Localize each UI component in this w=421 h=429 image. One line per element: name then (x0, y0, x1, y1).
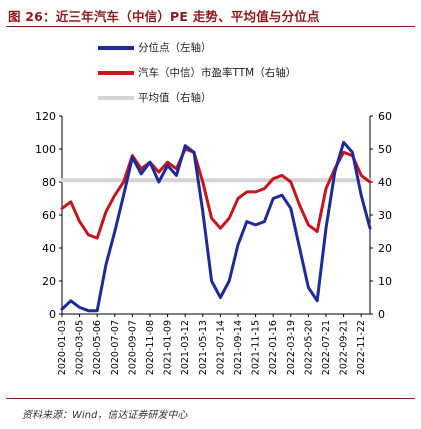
x-axis-tick-label: 2022-05-20 (303, 320, 314, 375)
left-axis-tick-label: 20 (42, 275, 56, 288)
x-axis-tick-label: 2022-01-16 (268, 320, 279, 375)
right-axis-tick-label: 60 (378, 110, 392, 123)
legend-label-avg: 平均值（右轴） (138, 92, 212, 104)
left-axis-tick-label: 100 (35, 143, 56, 156)
x-axis-tick-label: 2021-07-14 (215, 320, 226, 375)
x-axis-tick-label: 2020-03-05 (75, 320, 86, 375)
x-axis-tick-label: 2021-11-15 (251, 320, 262, 375)
left-axis-tick-label: 0 (49, 308, 56, 321)
left-axis-tick-label: 80 (42, 176, 56, 189)
left-axis-tick-label: 40 (42, 242, 56, 255)
left-axis-tick-label: 60 (42, 209, 56, 222)
source-note: 资料来源：Wind，信达证券研发中心 (22, 410, 188, 421)
legend-label-pct: 分位点（左轴） (138, 42, 212, 54)
x-axis-tick-label: 2020-07-07 (110, 320, 121, 375)
x-axis-tick-label: 2021-05-13 (198, 320, 209, 375)
left-axis-tick-label: 120 (35, 110, 56, 123)
series-line-pe (60, 147, 372, 240)
right-axis-tick-label: 40 (378, 176, 392, 189)
figure-title: 图 26：近三年汽车（中信）PE 走势、平均值与分位点 (8, 9, 320, 24)
right-axis-tick-label: 20 (378, 242, 392, 255)
x-axis-tick-label: 2020-09-07 (127, 320, 138, 375)
x-axis-tick-label: 2022-11-22 (356, 320, 367, 375)
x-axis-tick-label: 2021-01-09 (163, 320, 174, 375)
x-axis-tick-label: 2021-09-14 (233, 320, 244, 375)
right-axis-tick-label: 50 (378, 143, 392, 156)
right-axis-tick-label: 10 (378, 275, 392, 288)
legend-swatch-pct (98, 46, 134, 50)
x-axis-tick-label: 2022-07-21 (321, 320, 332, 375)
right-axis-tick-label: 30 (378, 209, 392, 222)
x-axis-tick-label: 2020-11-08 (145, 320, 156, 375)
title-rule (6, 26, 415, 27)
legend-swatch-avg (98, 96, 134, 100)
x-axis-tick-label: 2020-01-03 (57, 320, 68, 375)
x-axis-tick-label: 2022-09-21 (339, 320, 350, 375)
x-axis-tick-label: 2020-05-06 (92, 320, 103, 375)
right-axis-tick-label: 0 (378, 308, 385, 321)
x-axis-tick-label: 2021-03-12 (180, 320, 191, 375)
source-rule (6, 398, 415, 399)
legend-swatch-pe (98, 71, 134, 75)
x-axis-tick-label: 2022-03-19 (286, 320, 297, 375)
legend-label-pe: 汽车（中信）市盈率TTM（右轴） (138, 67, 297, 79)
series-line-percentile (60, 140, 372, 313)
